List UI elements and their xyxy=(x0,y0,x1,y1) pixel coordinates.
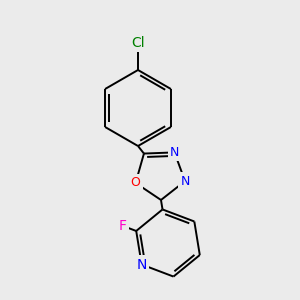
Text: Cl: Cl xyxy=(131,36,145,50)
Text: N: N xyxy=(136,257,147,272)
Text: O: O xyxy=(131,176,140,190)
Text: N: N xyxy=(180,175,190,188)
Text: F: F xyxy=(119,219,127,233)
Text: N: N xyxy=(170,146,179,159)
